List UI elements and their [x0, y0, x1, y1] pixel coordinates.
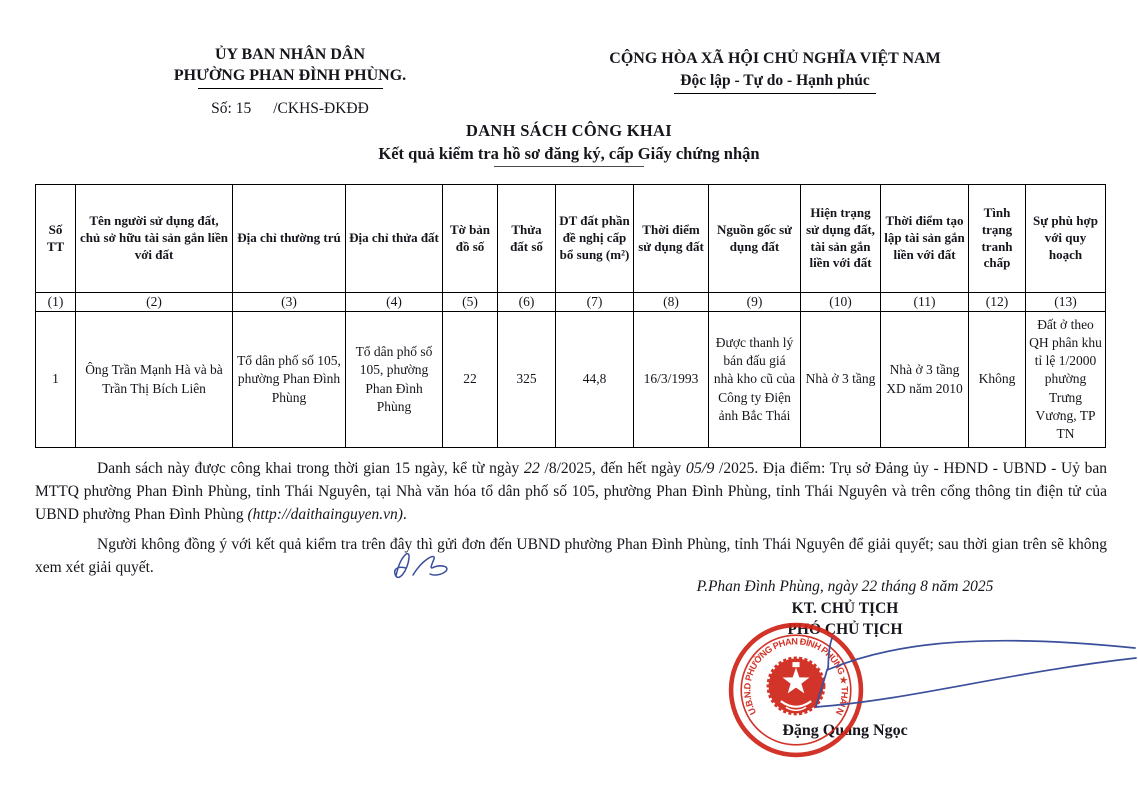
national-motto-line2: Độc lập - Tự do - Hạnh phúc — [674, 72, 876, 94]
cell-stt: 1 — [35, 311, 76, 448]
para1-text: . — [402, 506, 407, 523]
cell-parcel-no: 325 — [497, 311, 556, 448]
col-header-parcel-no: Thửa đất số — [497, 184, 556, 293]
table-number-row: (1) (2) (3) (4) (5) (6) (7) (8) (9) (10)… — [35, 292, 1106, 312]
para1-text: Danh sách này được công khai trong thời … — [97, 460, 524, 477]
col-header-planning: Sự phù hợp với quy hoạch — [1025, 184, 1106, 293]
cell-origin: Được thanh lý bán đấu giá nhà kho cũ của… — [708, 311, 801, 448]
para1-text: /2025. Địa điểm: Trụ sở Đảng ủy - HĐND -… — [35, 460, 1107, 523]
col-num: (3) — [232, 292, 346, 312]
cell-planning: Đất ở theo QH phân khu tỉ lệ 1/2000 phườ… — [1025, 311, 1106, 448]
signer-title-kt: KT. CHỦ TỊCH — [791, 600, 899, 617]
national-motto-line1: CỘNG HÒA XÃ HỘI CHỦ NGHĨA VIỆT NAM — [609, 50, 941, 67]
col-header-current-use: Hiện trạng sử dụng đất, tài sản gắn liền… — [800, 184, 881, 293]
body-paragraphs: Danh sách này được công khai trong thời … — [35, 457, 1107, 579]
col-header-dispute: Tình trạng tranh chấp — [968, 184, 1026, 293]
national-header-block: CỘNG HÒA XÃ HỘI CHỦ NGHĨA VIỆT NAM Độc l… — [545, 48, 1005, 94]
col-num: (1) — [35, 292, 76, 312]
signing-place-date: P.Phan Đình Phùng, ngày 22 tháng 8 năm 2… — [696, 578, 994, 595]
col-num: (9) — [708, 292, 801, 312]
para1-text: /8/2025, đến hết ngày — [539, 460, 686, 477]
authority-line1: ỦY BAN NHÂN DÂN — [214, 46, 366, 63]
cell-map-sheet: 22 — [442, 311, 498, 448]
cell-dispute: Không — [968, 311, 1026, 448]
public-list-table-wrap: Số TT Tên người sử dụng đất, chủ sở hữu … — [35, 184, 1106, 448]
start-date-filled: 22 — [523, 460, 540, 477]
handwritten-signature — [815, 637, 1137, 708]
col-num: (10) — [800, 292, 881, 312]
col-header-parcel-address: Địa chỉ thửa đất — [345, 184, 443, 293]
col-header-origin: Nguồn gốc sử dụng đất — [708, 184, 801, 293]
publication-paragraph: Danh sách này được công khai trong thời … — [35, 457, 1107, 526]
col-header-area: DT đất phần đề nghị cấp bổ sung (m²) — [555, 184, 634, 293]
complaint-paragraph: Người không đồng ý với kết quả kiểm tra … — [35, 536, 1107, 576]
handwritten-initials — [393, 553, 448, 579]
cell-current-use: Nhà ở 3 tầng — [800, 311, 881, 448]
cell-area: 44,8 — [555, 311, 634, 448]
col-header-map-sheet: Tờ bản đồ số — [442, 184, 498, 293]
col-num: (7) — [555, 292, 634, 312]
issuing-authority-block: ỦY BAN NHÂN DÂN PHƯỜNG PHAN ĐÌNH PHÙNG. … — [100, 44, 480, 118]
col-num: (4) — [345, 292, 443, 312]
table-header-row: Số TT Tên người sử dụng đất, chủ sở hữu … — [35, 184, 1106, 293]
cell-asset-time: Nhà ở 3 tầng XD năm 2010 — [880, 311, 969, 448]
document-title-block: DANH SÁCH CÔNG KHAI Kết quả kiểm tra hồ … — [0, 121, 1138, 167]
col-header-asset-time: Thời điểm tạo lập tài sản gắn liền với đ… — [880, 184, 969, 293]
col-num: (6) — [497, 292, 556, 312]
col-num: (5) — [442, 292, 498, 312]
authority-underline — [197, 88, 383, 89]
cell-parcel-address: Tổ dân phố số 105, phường Phan Đình Phùn… — [345, 311, 443, 448]
authority-line2: PHƯỜNG PHAN ĐÌNH PHÙNG. — [173, 67, 407, 84]
col-header-stt: Số TT — [35, 184, 76, 293]
signer-title-pho: PHÓ CHỦ TỊCH — [787, 621, 903, 638]
document-number-value: Số: 15 — [211, 100, 252, 117]
portal-url: (http://daithainguyen.vn) — [247, 506, 403, 523]
official-stamp: U.B.N.D PHƯỜNG PHAN ĐÌNH PHÙNG ★ THÁI NG… — [727, 621, 864, 758]
document-number-suffix: /CKHS-ĐKĐĐ — [273, 100, 369, 117]
col-header-owner: Tên người sử dụng đất, chủ sở hữu tài sả… — [75, 184, 233, 293]
col-header-residence: Địa chỉ thường trú — [232, 184, 346, 293]
public-list-table: Số TT Tên người sử dụng đất, chủ sở hữu … — [35, 184, 1106, 448]
cell-residence: Tổ dân phố số 105, phường Phan Đình Phùn… — [232, 311, 346, 448]
document-number: Số: 15/CKHS-ĐKĐĐ — [100, 100, 480, 118]
col-num: (13) — [1025, 292, 1106, 312]
col-num: (11) — [880, 292, 969, 312]
table-row: 1 Ông Trần Mạnh Hà và bà Trần Thị Bích L… — [35, 311, 1106, 448]
document-title: DANH SÁCH CÔNG KHAI — [465, 121, 672, 140]
document-subtitle: Kết quả kiểm tra hồ sơ đăng ký, cấp Giấy… — [378, 144, 760, 163]
title-underline — [494, 166, 644, 167]
end-date-filled: 05/9 — [685, 460, 715, 477]
col-num: (2) — [75, 292, 233, 312]
cell-use-time: 16/3/1993 — [633, 311, 709, 448]
cell-owner: Ông Trần Mạnh Hà và bà Trần Thị Bích Liê… — [75, 311, 233, 448]
col-num: (12) — [968, 292, 1026, 312]
col-header-use-time: Thời điểm sử dụng đất — [633, 184, 709, 293]
col-num: (8) — [633, 292, 709, 312]
